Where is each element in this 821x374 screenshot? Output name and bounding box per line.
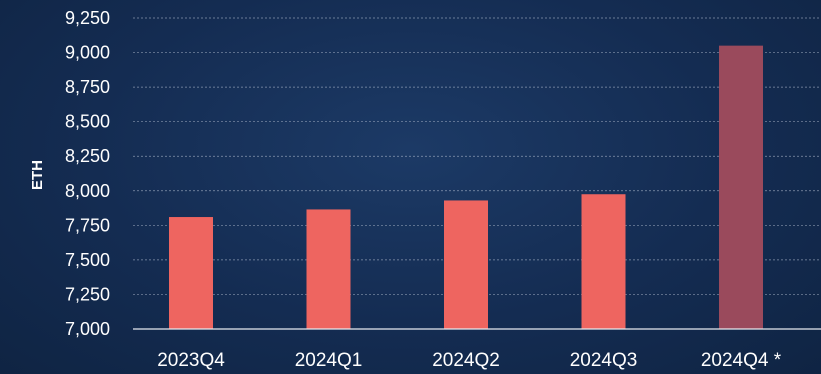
y-tick-label: 7,250: [65, 284, 110, 304]
y-axis-label: ETH: [29, 160, 46, 190]
bar-2024q2: [444, 200, 488, 329]
x-tick-label: 2024Q4 *: [701, 350, 782, 371]
y-tick-label: 8,250: [65, 146, 110, 166]
y-tick-label: 8,000: [65, 181, 110, 201]
y-tick-label: 9,000: [65, 43, 110, 63]
x-tick-label: 2024Q3: [570, 350, 638, 371]
x-tick-label: 2023Q4: [157, 350, 225, 371]
y-tick-label: 8,750: [65, 77, 110, 97]
y-axis-ticks: 7,000 7,250 7,500 7,750 8,000 8,250 8,500 8,750…: [65, 8, 110, 339]
bar-2024q4: [719, 45, 763, 330]
bar-2024q3: [581, 194, 626, 329]
x-tick-label: 2024Q2: [432, 350, 500, 371]
bar-2023q4: [169, 217, 213, 329]
y-tick-label: 7,750: [65, 215, 110, 235]
x-axis-ticks: 2023Q4 2024Q1 2024Q2 2024Q3 2024Q4 *: [157, 350, 782, 371]
bars: [169, 45, 763, 330]
y-tick-label: 7,500: [65, 250, 110, 270]
y-tick-label: 8,500: [65, 112, 110, 132]
bar-2024q1: [306, 209, 351, 329]
y-tick-label: 7,000: [65, 319, 110, 339]
x-tick-label: 2024Q1: [295, 350, 363, 371]
y-tick-label: 9,250: [65, 8, 110, 28]
